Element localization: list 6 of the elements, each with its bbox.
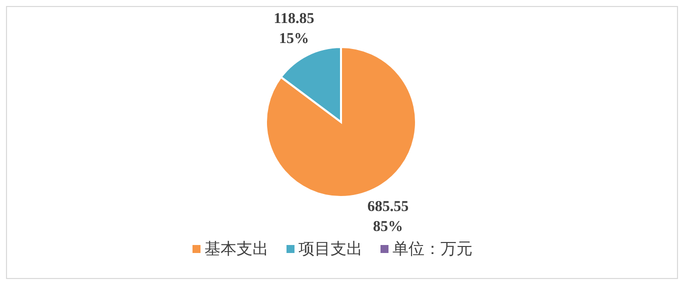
legend-label: 项目支出: [298, 239, 362, 258]
data-label: 118.85 15%: [274, 11, 314, 48]
legend-label: 单位：万元: [392, 239, 472, 258]
legend-label: 基本支出: [204, 239, 268, 258]
data-label: 685.55 85%: [367, 198, 409, 235]
pie-slice: [265, 46, 417, 198]
